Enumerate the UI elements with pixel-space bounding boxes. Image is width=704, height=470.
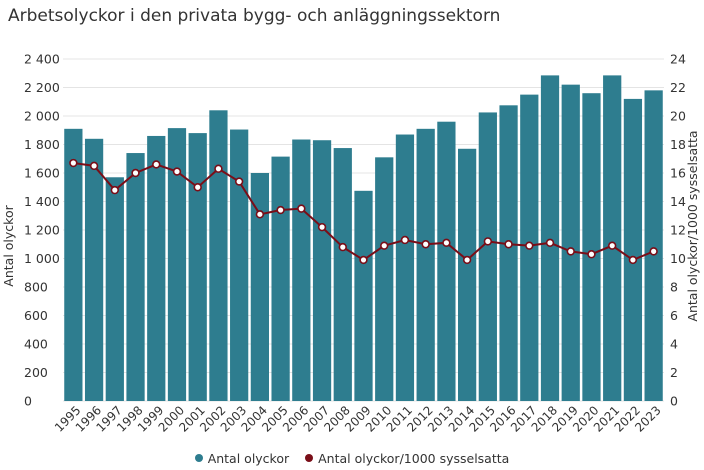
line-point [89,161,99,171]
bar [312,140,332,401]
legend: Antal olyckor Antal olyckor/1000 syssels… [0,451,704,466]
line-point [421,240,430,249]
left-tick-label: 0 [24,394,32,409]
bar [271,156,290,401]
bar [230,129,249,401]
bar [64,128,83,401]
legend-marker-line [305,454,314,462]
bar [478,112,497,401]
chart-title: Arbetsolyckor i den privata bygg- och an… [8,6,501,26]
right-tick-label: 8 [670,280,678,295]
bar [540,75,560,401]
right-tick-label: 20 [670,109,686,124]
bar [354,190,373,401]
bar [167,128,187,402]
line-point [462,255,472,265]
x-axis-ticks: 1995199619971998199920002001200220032004… [52,403,664,434]
bar [250,173,269,401]
bar [292,139,311,401]
line-point [628,255,638,265]
line-series [69,158,658,265]
right-tick-label: 4 [670,337,678,352]
right-tick-label: 24 [670,52,686,67]
line-point [297,204,306,213]
left-tick-label: 1 200 [24,223,60,238]
bar [416,128,435,401]
line-point [152,160,161,169]
left-tick-label: 1 000 [24,251,60,266]
bar [582,93,601,401]
bar [126,153,145,401]
legend-label-bars: Antal olyckor [207,451,290,466]
bar [499,105,518,401]
line-point [525,241,534,250]
bar [105,177,124,401]
bar [209,110,228,402]
line-point [69,158,78,168]
legend-item-line: Antal olyckor/1000 sysselsatta [305,451,509,466]
left-tick-label: 2 400 [24,52,60,67]
left-tick-label: 2 200 [24,80,60,95]
line-point [504,240,513,249]
right-tick-label: 18 [670,137,686,152]
bar [623,98,643,402]
bar-series [64,75,663,402]
left-axis-label: Antal olyckor [1,204,16,286]
right-tick-label: 2 [670,365,678,380]
line-point [172,167,182,176]
bar [147,135,166,401]
legend-item-bars: Antal olyckor [194,451,290,466]
legend-label-line: Antal olyckor/1000 sysselsatta [318,451,510,466]
line-point [276,205,285,215]
right-tick-label: 12 [670,223,686,238]
right-tick-label: 10 [670,251,686,266]
bar [603,75,622,401]
line-point [317,222,327,232]
right-tick-label: 0 [670,394,678,409]
bar [561,84,580,402]
bar [458,148,477,401]
line-point [131,168,140,178]
right-tick-label: 6 [670,308,678,323]
left-tick-label: 2 000 [24,109,60,124]
line-point [566,247,575,256]
line-point [380,241,389,250]
left-axis-ticks: 0 200 400 600 800 1 000 1 200 1 400 1 600 1 800 2 … [24,52,60,409]
line-point [234,177,244,186]
line-point [442,238,451,248]
bar [395,134,415,401]
left-tick-label: 400 [24,337,48,352]
line-point [545,238,555,248]
left-tick-label: 1 800 [24,137,60,152]
right-tick-label: 22 [670,80,686,95]
line-point [359,255,368,265]
bar [375,157,394,401]
bar [333,148,352,401]
line-point [483,237,493,246]
line-point [649,247,658,256]
line-point [338,242,347,252]
left-tick-label: 1 600 [24,166,60,181]
bar [84,138,104,402]
legend-marker-bars [194,454,203,462]
line-point [255,210,265,219]
left-tick-label: 600 [24,308,48,323]
right-tick-label: 14 [670,194,686,209]
line-point [400,235,410,245]
left-tick-label: 1 400 [24,194,60,209]
left-tick-label: 800 [24,280,48,295]
bar [437,121,456,401]
line-point [110,185,120,195]
right-tick-label: 16 [670,166,686,181]
right-axis-label: Antal olyckor/1000 sysselsatta [685,130,700,321]
line-point [193,183,202,192]
bar [188,133,207,401]
line-point [607,241,617,250]
bar [644,90,663,401]
line-point [587,250,596,259]
left-tick-label: 200 [24,365,48,380]
line-point [214,164,223,173]
